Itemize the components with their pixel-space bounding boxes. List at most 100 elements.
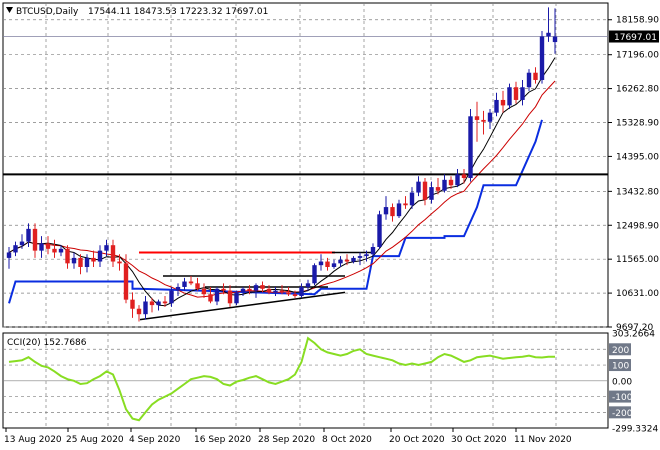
cci-label: -100 <box>612 393 633 403</box>
candle-body <box>279 290 285 293</box>
candle-body <box>539 36 545 80</box>
grid-lines <box>3 3 608 428</box>
candle-body <box>266 288 272 293</box>
candle-body <box>383 207 389 215</box>
candle-body <box>416 181 421 193</box>
time-label: 20 Oct 2020 <box>389 435 445 445</box>
candle-body <box>6 252 12 258</box>
candle-body <box>32 228 38 251</box>
candle-body <box>136 308 142 315</box>
time-label: 30 Oct 2020 <box>451 435 507 445</box>
time-label: 8 Oct 2020 <box>322 435 372 445</box>
candle-body <box>65 248 70 264</box>
price-label: 16262.80 <box>616 85 659 95</box>
candle-body <box>403 203 408 206</box>
candle-body <box>130 299 135 309</box>
candle-body <box>286 292 291 295</box>
chart-triangle-icon <box>6 7 13 13</box>
time-label: 25 Aug 2020 <box>66 435 124 445</box>
support-step-line <box>8 119 543 304</box>
candle-body <box>247 288 252 291</box>
price-label: 10631.00 <box>616 289 659 299</box>
candle-body <box>351 257 356 262</box>
candle-body <box>39 243 44 251</box>
candle-body <box>552 36 558 43</box>
main-chart-panel[interactable] <box>2 2 609 328</box>
candle-body <box>78 257 83 267</box>
candle-body <box>273 290 278 293</box>
candle-body <box>227 290 233 304</box>
candle-body <box>221 288 226 291</box>
time-label: 28 Sep 2020 <box>258 435 315 445</box>
time-axis: 13 Aug 2020 25 Aug 2020 4 Sep 2020 16 Sep 2… <box>4 428 572 445</box>
candle-body <box>396 203 402 217</box>
candle-body <box>299 286 304 297</box>
candle-body <box>13 245 18 253</box>
candle-body <box>494 99 499 113</box>
cci-title: CCI(20) 152.7686 <box>7 338 87 348</box>
candle-body <box>487 112 493 122</box>
cci-label: 100 <box>612 362 629 372</box>
candle-body <box>305 283 311 287</box>
current-price-box <box>609 30 659 43</box>
symbol-label: BTCUSD,Daily <box>16 7 79 17</box>
candle-body <box>71 257 77 264</box>
chart-marks <box>3 7 608 322</box>
cci-level-box <box>609 359 631 372</box>
price-label: 15328.90 <box>616 119 659 129</box>
candle-body <box>208 294 213 302</box>
price-label: 17196.00 <box>616 51 659 61</box>
candle-body <box>409 192 415 206</box>
candle-body <box>234 292 239 304</box>
candle-body <box>390 207 395 217</box>
candle-body <box>481 119 486 122</box>
price-label: 9697.20 <box>616 323 653 333</box>
candle-body <box>195 283 200 289</box>
candle-body <box>26 228 31 242</box>
candle-body <box>312 265 317 284</box>
candle-body <box>175 286 181 291</box>
candle-body <box>507 87 512 106</box>
candle-body <box>513 87 519 100</box>
candle-body <box>533 72 538 80</box>
candle-body <box>357 256 363 258</box>
candle-body <box>156 301 161 306</box>
cci-label: -200 <box>612 409 633 419</box>
cci-label: 200 <box>612 346 629 356</box>
price-axis: 18158.90 17196.00 16262.80 15328.90 14395.00… <box>608 16 659 333</box>
candle-body <box>325 261 330 267</box>
candle-body <box>318 261 324 266</box>
current-price-label: 17697.01 <box>614 33 657 43</box>
candle-body <box>52 248 57 253</box>
candle-body <box>149 301 155 306</box>
candle-body <box>468 116 473 179</box>
cci-line <box>8 336 555 422</box>
candle-body <box>169 290 174 304</box>
candle-body <box>84 257 90 267</box>
candle-body <box>500 99 506 106</box>
cci-label: -299.3324 <box>612 425 658 435</box>
cci-level-box <box>609 343 631 356</box>
price-label: 11565.00 <box>616 255 659 265</box>
price-label: 12498.90 <box>616 221 659 231</box>
candle-body <box>377 214 382 248</box>
candle-body <box>344 259 350 262</box>
candle-body <box>526 72 532 88</box>
price-label: 14395.00 <box>616 152 659 162</box>
candle-body <box>97 250 103 262</box>
candle-body <box>422 181 428 200</box>
candle-body <box>104 245 109 251</box>
time-label: 11 Nov 2020 <box>514 435 572 445</box>
candle-body <box>474 116 480 120</box>
ohlc-label: 17544.11 18473.53 17223.32 17697.01 <box>88 7 268 17</box>
candle-body <box>110 245 116 262</box>
candle-body <box>19 241 25 246</box>
cci-level-box <box>609 390 631 403</box>
cci-axis: 303.2664 200 100 0.00 -100 -200 -299.3324 <box>609 330 658 435</box>
candle-body <box>58 248 64 253</box>
candle-body <box>338 259 343 264</box>
candle-body <box>260 285 265 289</box>
candle-body <box>429 187 434 200</box>
price-label: 13432.80 <box>616 187 659 197</box>
candle-body <box>435 187 441 191</box>
